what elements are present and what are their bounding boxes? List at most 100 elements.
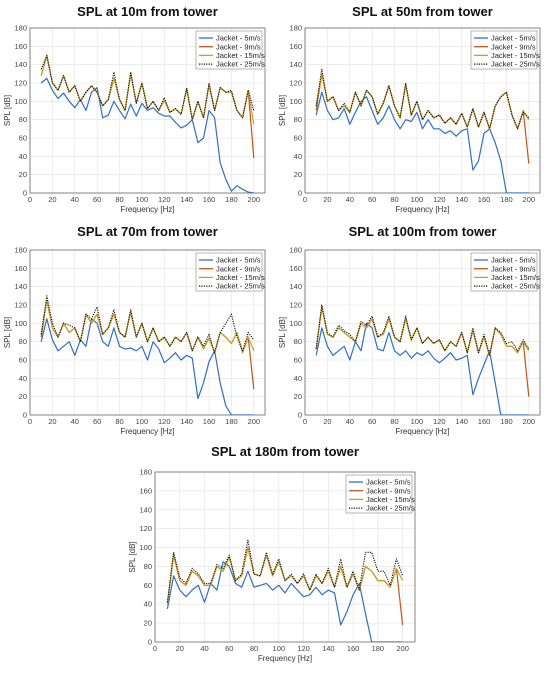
y-tick-label: 140 — [289, 60, 302, 69]
axes-frame — [304, 27, 541, 194]
y-tick-label: 40 — [294, 374, 302, 383]
x-axis-label: Frequency [Hz] — [120, 205, 174, 214]
series-line-5ms — [315, 322, 529, 415]
chart-panel-180m: SPL at 180m from tower 0 20 40 60 80 100 120 140… — [125, 442, 425, 670]
y-tick-label: 80 — [144, 562, 152, 571]
chart-panel-100m: SPL at 100m from tower 0 20 40 60 80 100 120 140… — [275, 222, 550, 442]
x-tick-label: 80 — [115, 417, 123, 426]
y-tick-label: 0 — [23, 189, 27, 198]
y-tick-label: 0 — [148, 638, 152, 647]
x-tick-label: 80 — [390, 195, 398, 204]
y-tick-label: 0 — [298, 189, 302, 198]
x-tick-label: 160 — [478, 195, 491, 204]
x-tick-label: 60 — [93, 195, 101, 204]
x-tick-label: 60 — [368, 195, 376, 204]
y-tick-label: 80 — [19, 337, 27, 346]
x-tick-label: 120 — [433, 195, 446, 204]
x-tick-label: 180 — [225, 417, 238, 426]
y-tick-label: 60 — [294, 134, 302, 143]
x-tick-label: 100 — [136, 417, 149, 426]
y-tick-label: 40 — [294, 152, 302, 161]
y-axis-label: SPL [dB] — [3, 317, 12, 348]
series-line-25ms — [40, 295, 255, 354]
x-tick-label: 40 — [200, 644, 208, 653]
x-tick-label: 120 — [158, 417, 171, 426]
x-tick-label: 80 — [115, 195, 123, 204]
y-tick-label: 80 — [294, 115, 302, 124]
x-tick-label: 120 — [433, 417, 446, 426]
legend-entry-5ms: Jacket - 5m/s — [491, 256, 536, 265]
y-axis-label: SPL [dB] — [278, 317, 287, 348]
legend-entry-15ms: Jacket - 15m/s — [216, 273, 265, 282]
legend-entry-25ms: Jacket - 25m/s — [216, 282, 265, 291]
series-line-25ms — [166, 539, 404, 603]
legend-entry-15ms: Jacket - 15m/s — [366, 495, 415, 504]
x-tick-label: 60 — [368, 417, 376, 426]
y-tick-label: 140 — [139, 505, 152, 514]
x-axis-label: Frequency [Hz] — [258, 654, 312, 663]
y-tick-label: 160 — [14, 42, 27, 51]
x-tick-label: 0 — [153, 644, 157, 653]
y-tick-label: 180 — [14, 246, 27, 255]
x-tick-label: 40 — [346, 195, 354, 204]
y-tick-label: 180 — [289, 24, 302, 33]
y-axis-label: SPL [dB] — [278, 95, 287, 126]
legend-box — [470, 252, 538, 292]
legend-entry-9ms: Jacket - 9m/s — [366, 486, 411, 495]
y-tick-label: 0 — [298, 411, 302, 420]
y-tick-label: 140 — [14, 60, 27, 69]
x-tick-label: 40 — [71, 195, 79, 204]
x-tick-label: 160 — [347, 644, 360, 653]
y-tick-label: 80 — [19, 115, 27, 124]
chart-svg: SPL at 180m from tower 0 20 40 60 80 100 120 140… — [128, 444, 416, 663]
x-tick-label: 0 — [303, 195, 307, 204]
x-tick-label: 120 — [297, 644, 310, 653]
legend-entry-9ms: Jacket - 9m/s — [216, 264, 261, 273]
legend-entry-9ms: Jacket - 9m/s — [491, 264, 536, 273]
x-tick-label: 100 — [411, 195, 424, 204]
y-tick-label: 120 — [289, 301, 302, 310]
y-tick-label: 160 — [289, 42, 302, 51]
y-axis-label: SPL [dB] — [3, 95, 12, 126]
y-tick-label: 40 — [19, 374, 27, 383]
chart-title: SPL at 100m from tower — [349, 224, 497, 239]
x-tick-label: 160 — [203, 417, 216, 426]
x-tick-label: 200 — [248, 195, 261, 204]
legend-entry-25ms: Jacket - 25m/s — [366, 504, 415, 513]
x-tick-label: 140 — [180, 195, 193, 204]
y-tick-label: 140 — [14, 282, 27, 291]
axes-frame — [29, 27, 266, 194]
legend-entry-25ms: Jacket - 25m/s — [491, 282, 540, 291]
legend-entry-5ms: Jacket - 5m/s — [216, 256, 261, 265]
x-tick-label: 200 — [396, 644, 409, 653]
x-tick-label: 60 — [93, 417, 101, 426]
x-tick-label: 180 — [500, 195, 513, 204]
x-tick-label: 20 — [323, 195, 331, 204]
y-tick-label: 100 — [289, 319, 302, 328]
x-tick-label: 140 — [455, 195, 468, 204]
x-tick-label: 80 — [250, 644, 258, 653]
y-tick-label: 20 — [19, 392, 27, 401]
series-line-5ms — [315, 91, 529, 193]
x-tick-label: 80 — [390, 417, 398, 426]
y-tick-label: 100 — [289, 97, 302, 106]
axes-frame — [154, 471, 416, 643]
x-tick-label: 0 — [28, 417, 32, 426]
chart-panel-70m: SPL at 70m from tower 0 20 40 60 80 100 120 140 1… — [0, 222, 275, 442]
y-tick-label: 80 — [294, 337, 302, 346]
y-tick-label: 180 — [14, 24, 27, 33]
legend-entry-15ms: Jacket - 15m/s — [216, 51, 265, 60]
chart-svg: SPL at 50m from tower 0 20 40 60 80 100 120 140 1… — [278, 4, 541, 214]
y-tick-label: 180 — [289, 246, 302, 255]
x-tick-label: 40 — [71, 417, 79, 426]
x-tick-label: 20 — [48, 195, 56, 204]
x-tick-label: 120 — [158, 195, 171, 204]
x-tick-label: 180 — [225, 195, 238, 204]
legend-entry-25ms: Jacket - 25m/s — [216, 60, 265, 69]
chart-title: SPL at 70m from tower — [77, 224, 218, 239]
legend-box — [470, 30, 538, 70]
axes-frame — [29, 249, 266, 416]
legend-entry-15ms: Jacket - 15m/s — [491, 51, 540, 60]
y-tick-label: 120 — [14, 301, 27, 310]
x-axis-label: Frequency [Hz] — [120, 427, 174, 436]
